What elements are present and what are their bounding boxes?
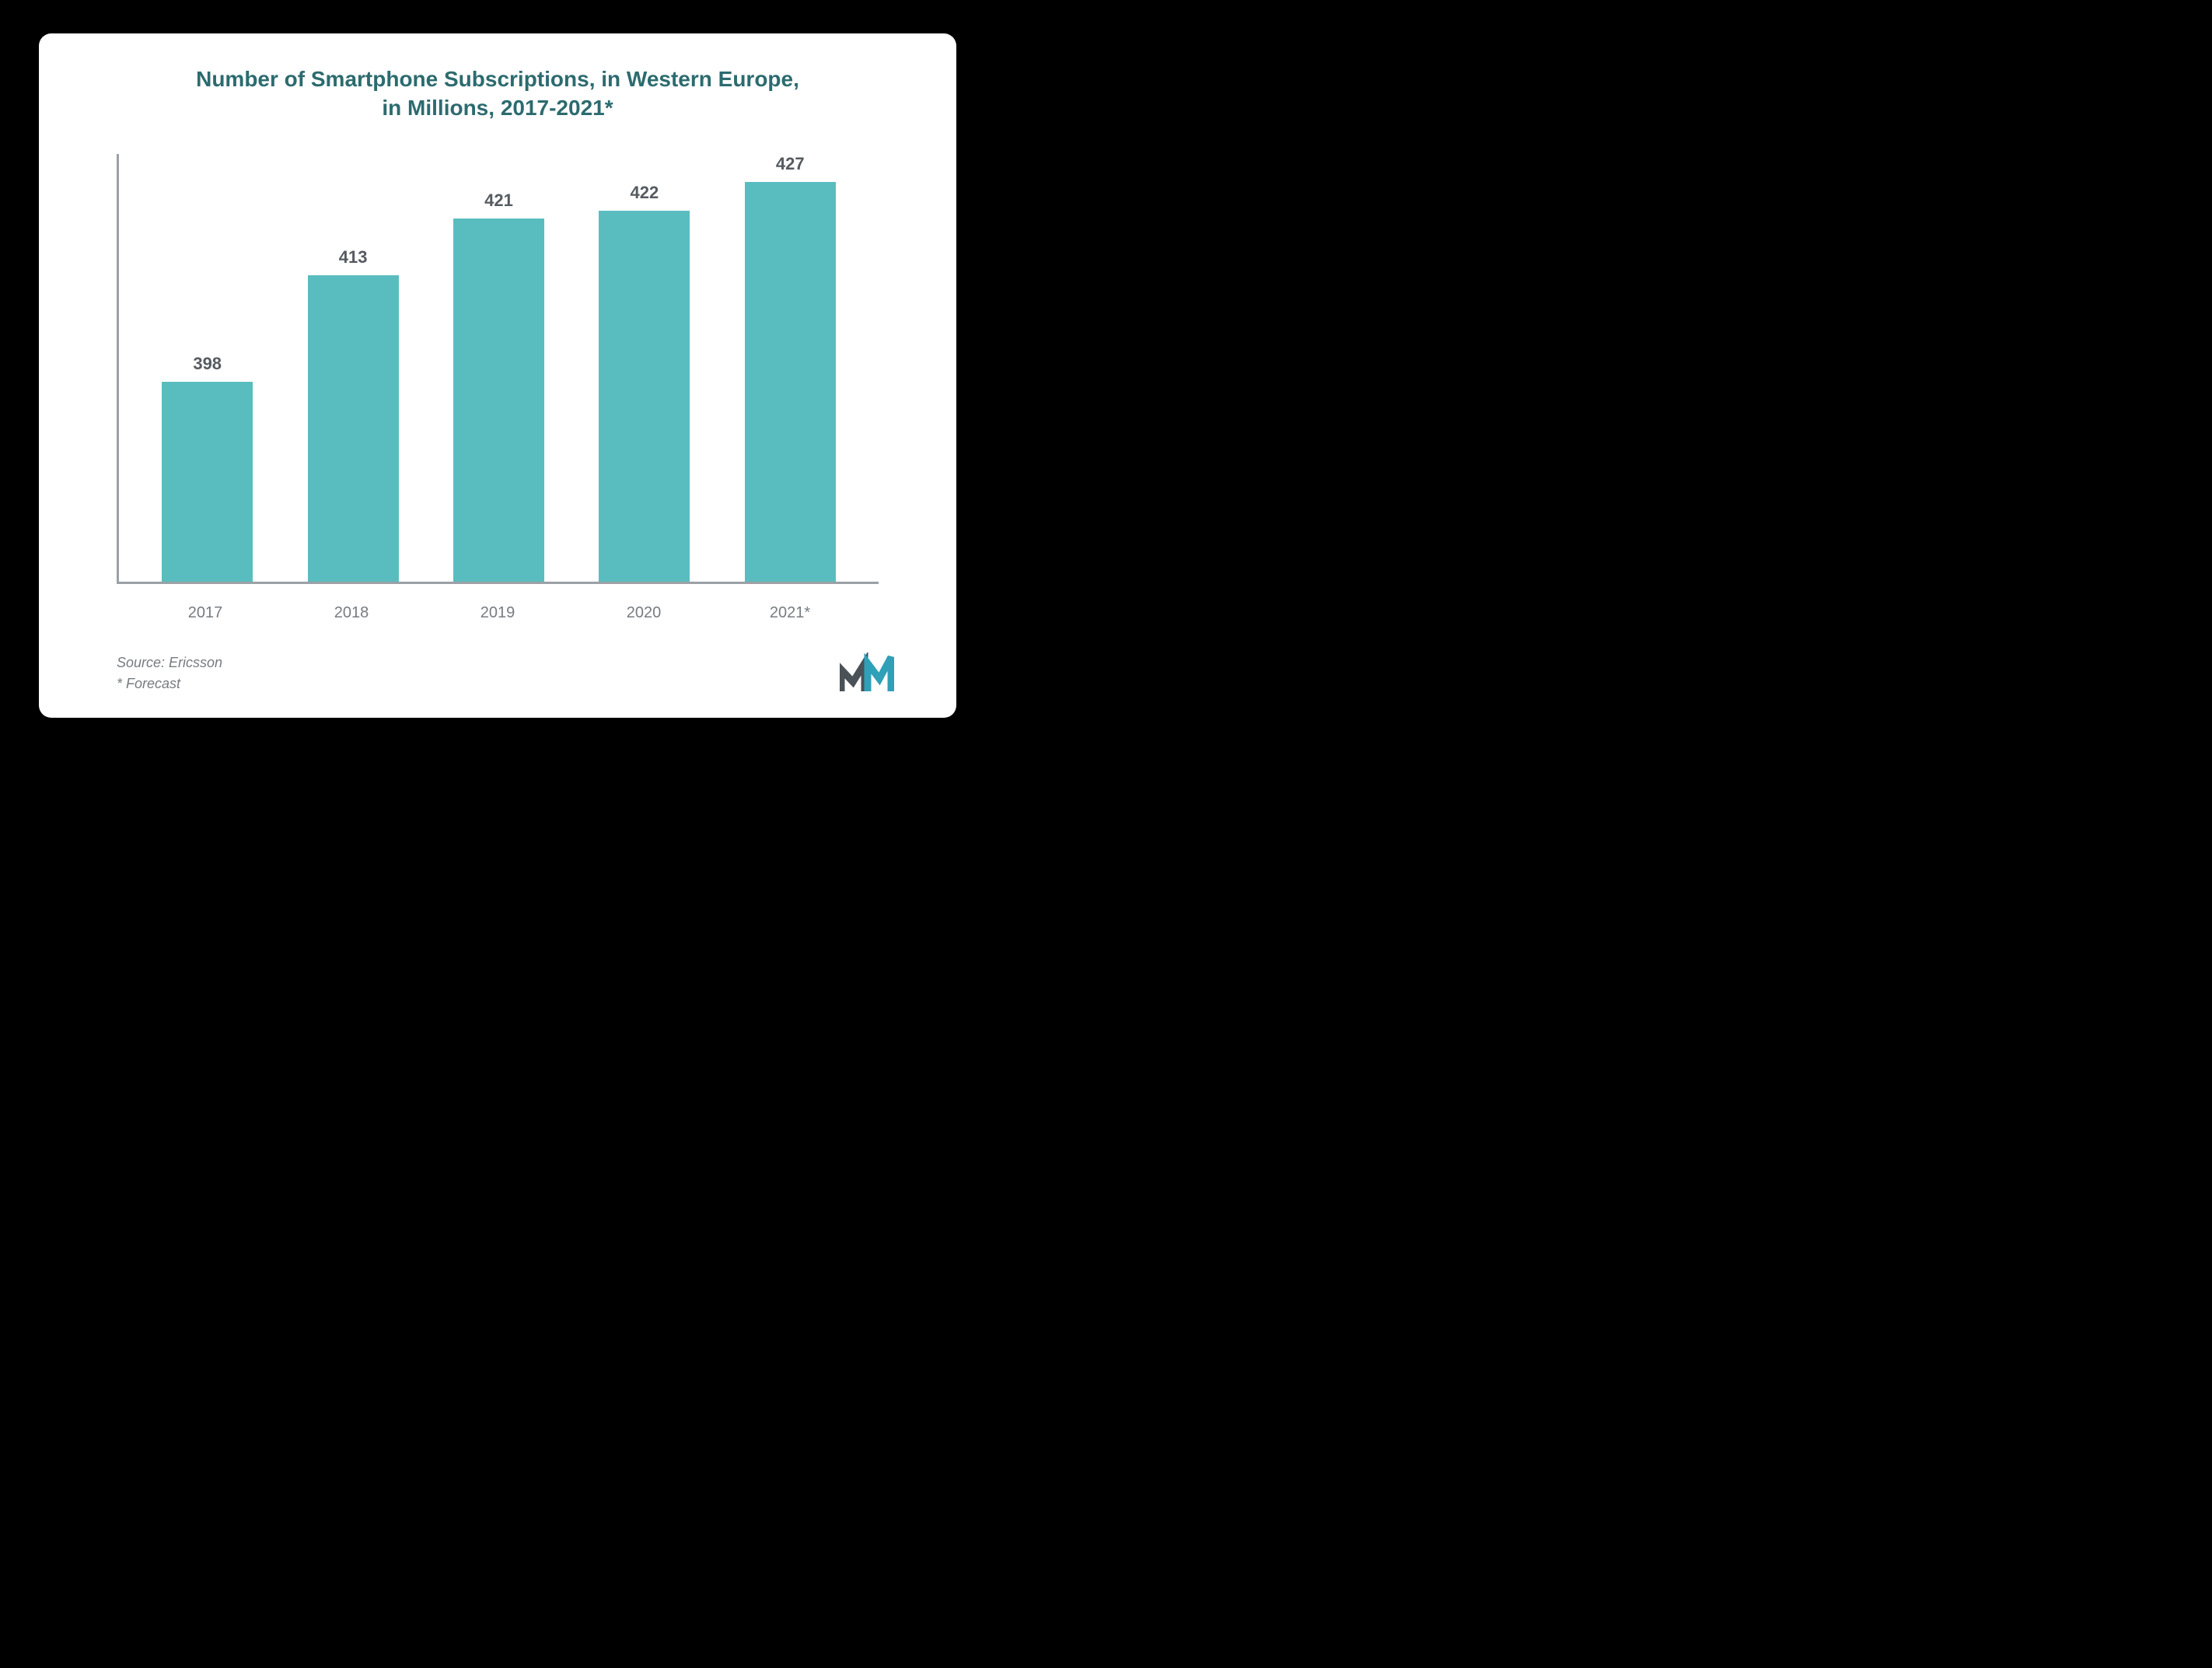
x-tick-label: 2018 [293, 592, 410, 631]
chart-card: Number of Smartphone Subscriptions, in W… [39, 33, 956, 718]
bar-value-label: 422 [631, 183, 659, 203]
x-tick-label: 2020 [585, 592, 702, 631]
forecast-label: * Forecast [117, 673, 222, 694]
title-line-1: Number of Smartphone Subscriptions, in W… [196, 67, 799, 91]
bar [453, 219, 544, 582]
bar [162, 382, 253, 581]
bar-value-label: 421 [484, 191, 513, 211]
chart-area: 398 413 421 422 427 2017 2018 2019 2020 2021* [101, 154, 894, 630]
bar-group: 422 [586, 154, 703, 581]
bar-value-label: 413 [339, 247, 368, 268]
source-label: Source: Ericsson [117, 652, 222, 673]
bar [745, 182, 836, 581]
x-tick-label: 2019 [439, 592, 556, 631]
bar-value-label: 427 [776, 154, 805, 174]
chart-title: Number of Smartphone Subscriptions, in W… [86, 65, 910, 124]
footer-row: Source: Ericsson * Forecast [86, 652, 910, 694]
bar-group: 427 [732, 154, 848, 581]
bar [308, 275, 399, 582]
brand-logo-icon [840, 652, 894, 694]
x-axis: 2017 2018 2019 2020 2021* [117, 592, 879, 631]
title-line-2: in Millions, 2017-2021* [382, 96, 613, 120]
bar-group: 413 [295, 154, 411, 581]
bar-group: 398 [149, 154, 266, 581]
bar [599, 211, 690, 581]
plot-region: 398 413 421 422 427 [117, 154, 879, 583]
footnotes: Source: Ericsson * Forecast [117, 652, 222, 694]
x-tick-label: 2017 [147, 592, 264, 631]
bars-container: 398 413 421 422 427 [119, 154, 879, 581]
bar-group: 421 [441, 154, 557, 581]
bar-value-label: 398 [193, 354, 222, 374]
x-tick-label: 2021* [732, 592, 848, 631]
